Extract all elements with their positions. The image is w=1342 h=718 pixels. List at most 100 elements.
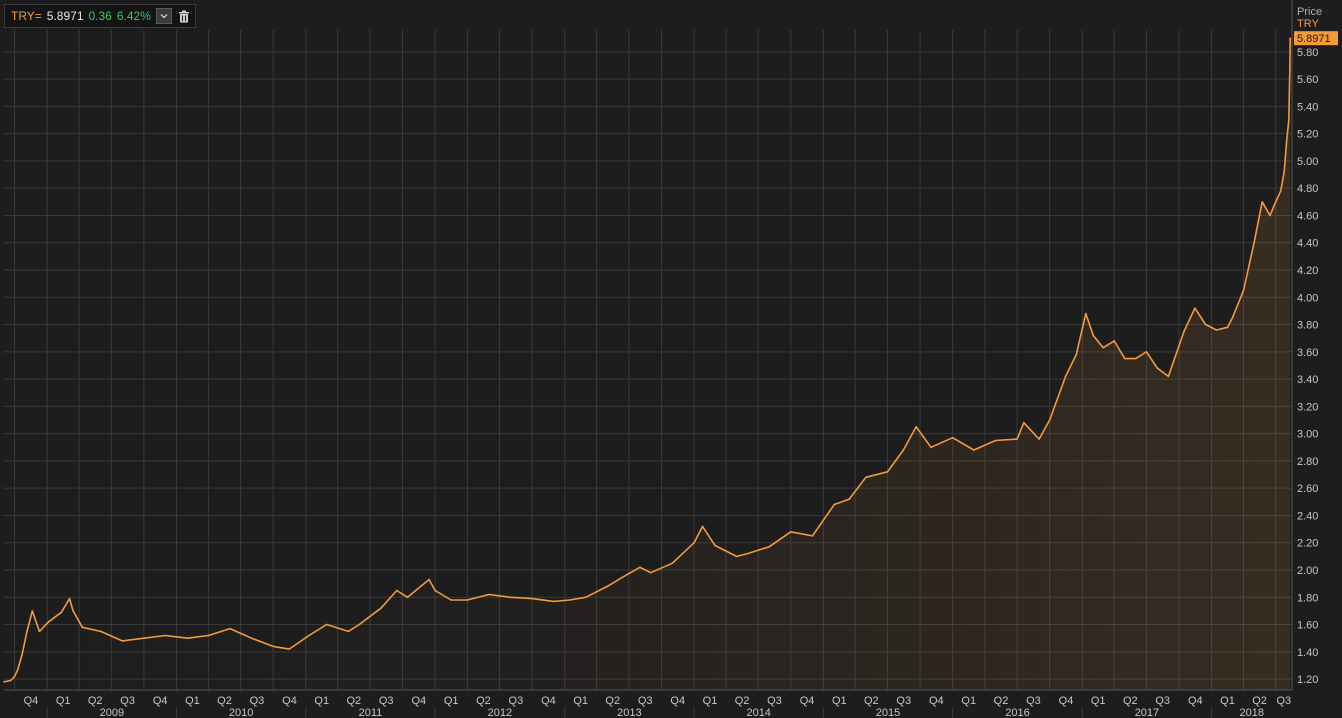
price-point xyxy=(72,610,74,612)
price-point xyxy=(1145,351,1148,353)
y-tick-label: 4.40 xyxy=(1297,238,1318,250)
x-quarter-label: Q1 xyxy=(185,695,200,707)
y-tick-label: 3.00 xyxy=(1297,429,1318,441)
price-point xyxy=(1285,139,1288,142)
price-point xyxy=(1023,421,1025,424)
trash-icon[interactable] xyxy=(177,9,191,23)
x-year-label: 2013 xyxy=(617,707,641,718)
x-quarter-label: Q2 xyxy=(1123,695,1138,707)
price-point xyxy=(650,571,652,574)
price-point xyxy=(434,589,436,592)
y-tick-label: 2.40 xyxy=(1297,510,1318,522)
price-point xyxy=(1215,329,1218,331)
price-point xyxy=(848,498,851,500)
y-tick-label: 1.20 xyxy=(1297,674,1318,686)
y-tick-label: 5.80 xyxy=(1297,47,1318,59)
price-point xyxy=(68,597,71,600)
price-points xyxy=(3,37,1292,683)
price-point xyxy=(288,648,290,650)
price-point xyxy=(1075,353,1078,356)
price-point xyxy=(1102,346,1104,349)
price-point xyxy=(38,630,41,633)
price-point xyxy=(1274,201,1277,203)
x-quarter-label: Q3 xyxy=(1277,695,1292,707)
y-tick-label: 3.80 xyxy=(1297,320,1318,332)
price-point xyxy=(1038,438,1040,440)
series-price: 5.8971 xyxy=(46,9,84,23)
x-quarter-label: Q3 xyxy=(1026,695,1041,707)
x-axis: Q4 Q1 Q2 Q3 Q4 Q1 Q2 Q3 Q4 Q1 Q2 Q3 Q4 Q1 Q2 Q3 Q4 Q1 Q2 Q3… xyxy=(4,689,1292,718)
price-point xyxy=(406,596,409,599)
price-point xyxy=(531,597,533,600)
price-point xyxy=(164,634,167,637)
price-point xyxy=(622,576,625,578)
x-quarter-label: Q3 xyxy=(638,695,653,707)
price-point xyxy=(1269,214,1271,217)
x-year-label: 2018 xyxy=(1240,707,1264,718)
price-point xyxy=(396,589,398,592)
price-point xyxy=(1261,201,1264,203)
x-quarter-label: Q3 xyxy=(509,695,524,707)
x-quarter-label: Q4 xyxy=(541,695,556,707)
x-year-label: 2017 xyxy=(1135,707,1159,718)
x-quarter-label: Q2 xyxy=(994,695,1009,707)
x-year-label: 2015 xyxy=(876,707,900,718)
price-point xyxy=(1231,316,1234,319)
x-quarter-label: Q2 xyxy=(605,695,620,707)
x-quarter-label: Q1 xyxy=(703,695,718,707)
price-point xyxy=(380,607,382,609)
x-quarter-label: Q2 xyxy=(1252,695,1267,707)
price-point xyxy=(1253,241,1255,244)
x-quarter-label: Q3 xyxy=(250,695,265,707)
price-point xyxy=(121,640,124,642)
price-point xyxy=(1288,119,1290,121)
x-quarter-label: Q1 xyxy=(573,695,588,707)
x-quarter-label: Q3 xyxy=(379,695,394,707)
x-quarter-label: Q2 xyxy=(864,695,879,707)
x-year-label: 2009 xyxy=(100,707,124,718)
y-tick-label: 4.60 xyxy=(1297,210,1318,222)
price-point xyxy=(568,599,571,601)
price-point xyxy=(1167,375,1170,378)
y-axis-series-label: TRY xyxy=(1297,18,1319,30)
last-value-tag: 5.8971 xyxy=(1294,31,1338,45)
x-quarter-label: Q2 xyxy=(735,695,750,707)
price-point xyxy=(1113,340,1115,342)
price-point xyxy=(1156,367,1159,369)
last-value-label: 5.8971 xyxy=(1297,33,1331,45)
x-quarter-label: Q2 xyxy=(217,695,232,707)
y-tick-label: 5.00 xyxy=(1297,156,1318,168)
y-tick-label: 4.80 xyxy=(1297,183,1318,195)
x-year-label: 2010 xyxy=(229,707,253,718)
series-symbol[interactable]: TRY= xyxy=(11,9,42,23)
price-point xyxy=(47,621,50,623)
price-point xyxy=(325,623,328,626)
price-point xyxy=(606,585,609,588)
price-point xyxy=(811,535,814,537)
price-point xyxy=(1226,326,1229,329)
x-year-label: 2016 xyxy=(1005,707,1029,718)
price-point xyxy=(789,531,792,533)
x-quarter-label: Q3 xyxy=(896,695,911,707)
price-point xyxy=(701,525,704,528)
x-quarter-label: Q1 xyxy=(56,695,71,707)
price-point xyxy=(1204,323,1207,326)
price-point xyxy=(81,626,84,629)
chevron-down-icon[interactable] xyxy=(155,8,172,24)
price-point xyxy=(1183,330,1185,333)
x-quarter-label: Q4 xyxy=(670,695,685,707)
y-tick-label: 5.60 xyxy=(1297,74,1318,86)
price-area-fill xyxy=(4,38,1291,690)
price-point xyxy=(1134,357,1137,360)
x-year-label: 2012 xyxy=(488,707,512,718)
price-point xyxy=(1092,334,1095,337)
x-quarter-label: Q4 xyxy=(24,695,39,707)
series-change: 0.36 xyxy=(88,9,112,23)
x-quarter-label: Q1 xyxy=(1091,695,1106,707)
x-quarter-label: Q2 xyxy=(88,695,103,707)
price-point xyxy=(308,634,310,637)
price-point xyxy=(99,630,102,633)
price-point xyxy=(886,471,889,473)
x-quarter-label: Q4 xyxy=(153,695,168,707)
